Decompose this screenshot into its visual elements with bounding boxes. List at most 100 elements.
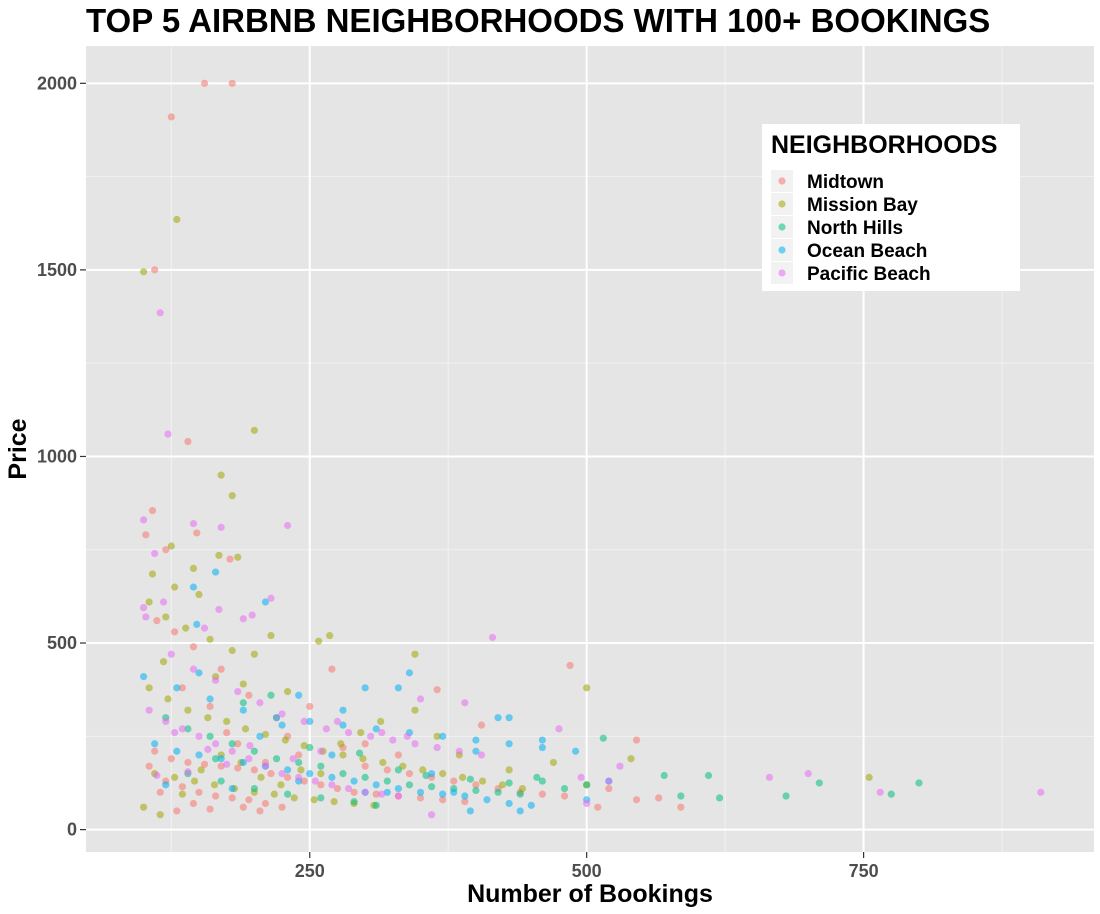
data-point: [344, 728, 353, 737]
data-point: [411, 706, 419, 714]
data-point: [270, 790, 278, 798]
data-point: [887, 790, 895, 798]
data-point: [250, 426, 258, 434]
legend-box: [762, 124, 1020, 291]
data-point: [433, 743, 441, 752]
data-point: [516, 790, 524, 798]
legend-swatch: [778, 200, 786, 208]
data-point: [494, 788, 502, 796]
data-point: [277, 781, 285, 789]
data-point: [250, 784, 258, 793]
data-point: [267, 631, 275, 640]
x-axis-title: Number of Bookings: [467, 880, 713, 908]
data-point: [151, 549, 159, 558]
data-point: [217, 755, 225, 763]
data-point: [206, 702, 214, 711]
data-point: [333, 717, 342, 725]
data-point: [1037, 788, 1045, 796]
data-point: [416, 794, 425, 802]
data-point: [599, 734, 607, 742]
data-point: [555, 725, 563, 733]
data-point: [178, 684, 186, 692]
data-point: [416, 788, 425, 796]
data-point: [206, 695, 214, 703]
data-point: [394, 766, 402, 774]
data-point: [189, 520, 198, 528]
data-point: [272, 714, 281, 722]
series-ocean-beach: [140, 568, 613, 815]
data-point: [439, 770, 447, 778]
x-axis: 250 500 750: [295, 852, 879, 881]
data-point: [466, 807, 474, 815]
data-point: [171, 728, 179, 737]
data-point: [483, 796, 491, 804]
data-point: [472, 786, 480, 795]
data-point: [256, 807, 264, 815]
data-point: [189, 665, 198, 673]
data-point: [239, 706, 247, 714]
data-point: [677, 803, 685, 811]
data-point: [173, 807, 181, 815]
data-point: [378, 790, 386, 798]
data-point: [204, 745, 212, 753]
data-point: [306, 743, 314, 752]
data-point: [278, 803, 286, 811]
data-point: [204, 714, 212, 722]
data-point: [217, 471, 225, 479]
data-point: [228, 747, 236, 755]
data-point: [234, 687, 242, 696]
data-point: [290, 794, 298, 802]
legend-item: Midtown: [771, 170, 884, 193]
data-point: [660, 771, 668, 780]
data-point: [206, 635, 214, 643]
data-point: [498, 781, 507, 789]
y-tick-label: 2000: [37, 73, 77, 93]
data-point: [195, 669, 203, 677]
legend-item: Ocean Beach: [771, 239, 927, 262]
data-point: [234, 553, 242, 561]
data-point: [151, 740, 159, 748]
data-point: [228, 646, 236, 655]
data-point: [295, 758, 303, 767]
data-point: [505, 766, 513, 774]
data-point: [173, 747, 181, 755]
data-point: [162, 717, 170, 725]
data-point: [250, 747, 258, 755]
data-point: [419, 766, 427, 774]
data-point: [310, 796, 318, 804]
data-point: [197, 766, 205, 774]
data-point: [295, 773, 303, 781]
data-point: [505, 714, 513, 722]
data-point: [239, 615, 247, 623]
data-point: [326, 631, 334, 640]
data-point: [167, 755, 175, 763]
data-point: [190, 777, 199, 785]
data-point: [151, 266, 159, 274]
data-point: [405, 781, 414, 789]
data-point: [306, 702, 314, 711]
data-point: [461, 792, 469, 800]
data-point: [206, 732, 214, 740]
data-point: [278, 721, 286, 729]
data-point: [428, 811, 436, 819]
data-point: [560, 792, 569, 800]
data-point: [350, 788, 358, 796]
data-point: [472, 747, 480, 755]
data-point: [394, 684, 402, 692]
data-point: [538, 736, 546, 744]
data-point: [361, 773, 369, 781]
data-point: [223, 760, 231, 768]
data-point: [566, 661, 574, 670]
data-point: [295, 751, 303, 759]
data-point: [184, 706, 192, 714]
data-point: [477, 721, 486, 729]
data-point: [140, 603, 148, 612]
data-point: [212, 676, 220, 684]
data-point: [439, 796, 447, 804]
data-point: [357, 728, 365, 737]
data-point: [184, 768, 192, 776]
data-point: [361, 684, 369, 692]
data-point: [627, 755, 635, 763]
data-point: [306, 717, 314, 725]
